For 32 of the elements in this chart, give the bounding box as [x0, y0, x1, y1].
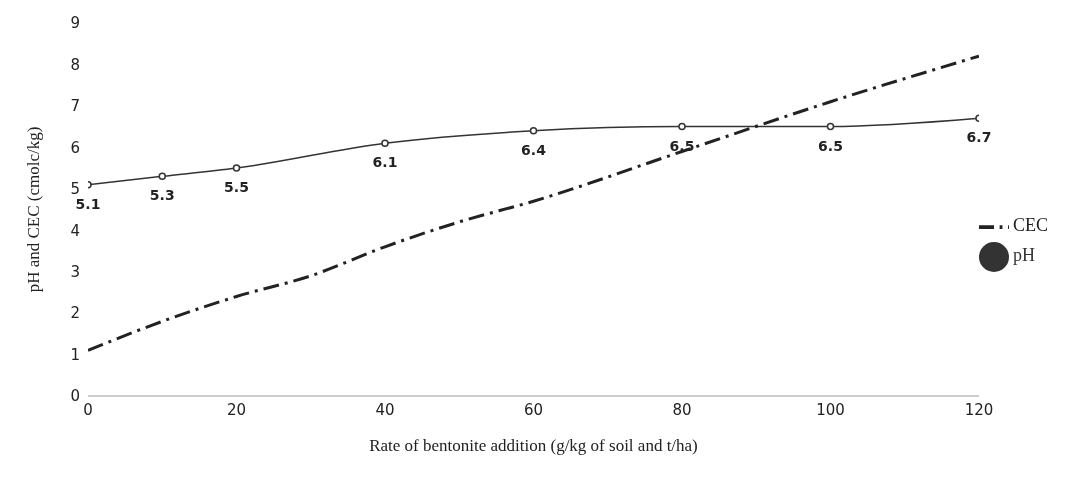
y-tick-label: 3 — [70, 262, 80, 281]
point — [529, 127, 538, 135]
legend-label: pH — [1012, 245, 1035, 266]
x-tick-label: 0 — [83, 400, 93, 419]
data-label: 6.5 — [818, 137, 843, 154]
data-label: 6.4 — [521, 141, 547, 158]
data-label: 6.1 — [372, 154, 398, 171]
point — [826, 122, 835, 131]
point — [158, 172, 166, 181]
data-label: 6.7 — [966, 129, 992, 146]
y-tick-label: 4 — [70, 221, 80, 240]
y-tick-label: 9 — [70, 14, 80, 33]
y-axis-title: pH and CEC (cmolc/kg) — [24, 126, 44, 293]
x-tick-label: 100 — [816, 400, 845, 419]
y-tick-label: 6 — [70, 138, 80, 157]
point — [381, 139, 389, 147]
y-tick-label: 0 — [70, 387, 80, 406]
point — [232, 164, 241, 172]
x-tick-label: 120 — [964, 400, 994, 419]
x-axis-title: Rate of bentonite addition (g/kg of soil and t/ha) — [369, 436, 698, 455]
y-tick-label: 2 — [70, 304, 80, 323]
x-tick-label: 60 — [523, 400, 544, 419]
x-tick-label: 80 — [672, 400, 692, 419]
point — [678, 122, 686, 131]
y-tick-label: 1 — [70, 345, 80, 364]
x-tick-label: 20 — [226, 400, 247, 419]
legend-label: CEC — [1012, 215, 1048, 236]
y-tick-label: 7 — [70, 97, 80, 116]
x-tick-label: 40 — [375, 400, 395, 419]
data-label: 5.3 — [149, 187, 175, 204]
data-label: 5.5 — [224, 179, 249, 195]
y-tick-label: 8 — [70, 55, 80, 74]
